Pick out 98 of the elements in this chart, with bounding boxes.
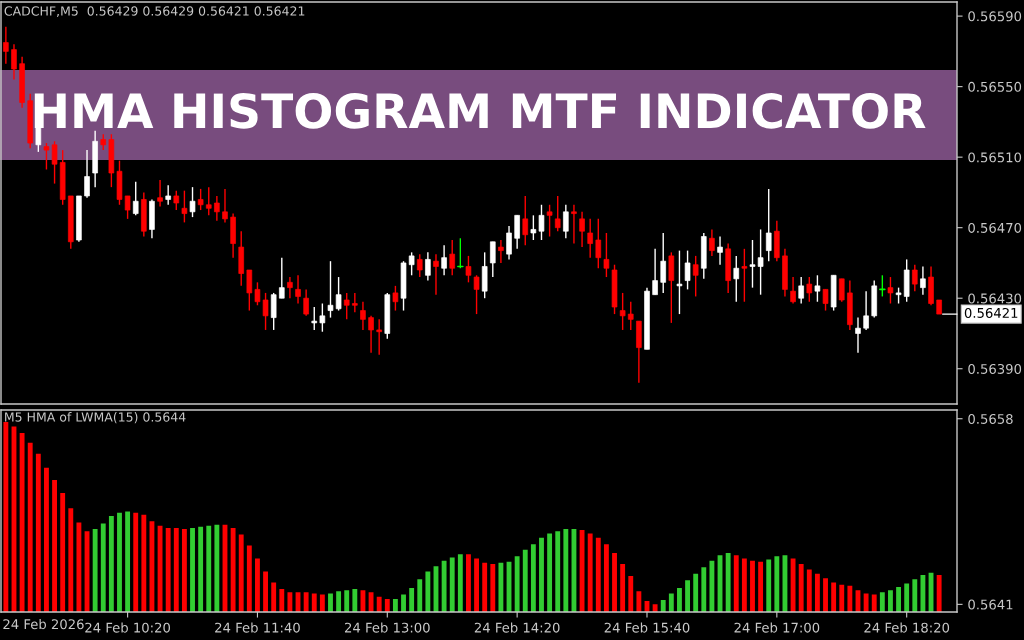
candlestick xyxy=(619,292,626,331)
candlestick xyxy=(11,43,17,81)
candlestick xyxy=(676,249,683,315)
candlestick xyxy=(84,149,90,199)
y-tick-label: 0.56510 xyxy=(968,152,1022,163)
candlestick xyxy=(838,278,845,303)
candlestick xyxy=(416,253,423,278)
candlestick xyxy=(506,225,512,261)
candlestick xyxy=(684,249,691,291)
candlestick xyxy=(912,264,918,292)
candlestick xyxy=(343,292,350,321)
candlestick xyxy=(465,255,472,284)
candlestick xyxy=(425,251,431,282)
candlestick xyxy=(814,274,821,303)
candlestick xyxy=(173,189,180,211)
candlestick xyxy=(692,255,699,298)
x-tick-label: 24 Feb 15:40 xyxy=(604,622,690,633)
candlestick xyxy=(579,211,585,248)
candlestick xyxy=(709,228,715,257)
candlestick xyxy=(189,186,196,218)
candlestick xyxy=(376,318,382,356)
candlestick xyxy=(749,239,756,289)
candlestick xyxy=(757,228,764,296)
candlestick xyxy=(822,288,829,312)
x-tick-label: 24 Feb 14:20 xyxy=(474,622,560,633)
candlestick xyxy=(603,232,610,278)
annotation: CADCHF,M5 0.56429 0.56429 0.56421 0.56421 xyxy=(4,6,305,17)
candlestick xyxy=(514,214,520,250)
candlestick xyxy=(222,188,228,224)
candlestick xyxy=(765,188,772,262)
candlestick xyxy=(887,276,894,305)
candlestick xyxy=(546,204,553,238)
candlestick xyxy=(295,274,301,305)
candlestick xyxy=(741,248,748,303)
candlestick xyxy=(214,195,220,222)
candlestick xyxy=(587,218,593,259)
candlestick xyxy=(530,214,537,241)
candlestick xyxy=(319,302,326,333)
text: HMA HISTOGRAM MTF INDICATOR xyxy=(34,92,926,129)
candlestick xyxy=(165,184,171,206)
candlestick xyxy=(205,186,212,217)
candlestick xyxy=(270,292,277,331)
candlestick xyxy=(790,276,796,305)
candlestick xyxy=(246,269,253,312)
candlestick xyxy=(920,265,926,296)
y-tick-label: 0.56390 xyxy=(968,363,1022,374)
candlestick xyxy=(490,241,496,278)
y-tick-label: 0.56590 xyxy=(968,11,1022,22)
candlestick xyxy=(571,204,577,245)
x-tick-label: 24 Feb 18:20 xyxy=(864,622,950,633)
x-tick-label: 24 Feb 10:20 xyxy=(85,622,170,633)
candlestick xyxy=(311,306,318,331)
ref-line-label: 0.56421 xyxy=(964,307,1018,318)
candlestick xyxy=(132,181,139,217)
candlestick xyxy=(717,235,723,266)
x-tick-label: 24 Feb 11:40 xyxy=(215,622,300,633)
candlestick xyxy=(327,260,334,319)
candlestick xyxy=(368,315,374,354)
y-tick-label: 0.5641 xyxy=(968,599,1013,610)
candlestick xyxy=(181,189,188,224)
candlestick xyxy=(157,179,163,208)
candlestick xyxy=(287,276,293,299)
x-tick-label: 24 Feb 13:00 xyxy=(344,622,430,633)
candlestick xyxy=(806,276,813,303)
text: 24 Feb 2026 xyxy=(3,618,84,630)
candlestick xyxy=(335,276,342,312)
candlestick xyxy=(498,239,504,264)
candlestick xyxy=(660,232,667,294)
candlestick xyxy=(352,292,358,314)
candlestick xyxy=(863,290,869,331)
y-tick-label: 0.56550 xyxy=(968,81,1022,92)
candlestick xyxy=(392,285,399,312)
candlestick xyxy=(124,195,131,220)
candlestick xyxy=(303,288,309,317)
y-tick-label: 0.5658 xyxy=(968,413,1013,424)
candlestick xyxy=(798,276,804,305)
candlestick xyxy=(441,244,447,276)
y-tick-label: 0.56430 xyxy=(968,293,1022,304)
annotation: M5 HMA of LWMA(15) 0.5644 xyxy=(5,412,186,424)
candlestick xyxy=(473,274,480,315)
candlestick xyxy=(522,195,529,247)
candlestick xyxy=(433,253,439,296)
x-tick-label: 24 Feb 17:00 xyxy=(734,622,820,633)
y-tick-label: 0.56470 xyxy=(968,222,1022,233)
candlestick xyxy=(563,204,569,239)
candlestick xyxy=(627,301,634,331)
candlestick xyxy=(3,25,9,65)
candlestick xyxy=(197,188,204,211)
candlestick xyxy=(595,218,602,269)
candlestick xyxy=(279,256,285,299)
candlestick xyxy=(360,301,366,331)
candlestick xyxy=(449,239,455,276)
candlestick xyxy=(538,204,545,241)
candlestick xyxy=(855,316,861,354)
candlestick xyxy=(554,195,561,232)
candlestick xyxy=(408,251,415,276)
candlestick xyxy=(652,248,658,296)
candlestick xyxy=(733,255,740,303)
